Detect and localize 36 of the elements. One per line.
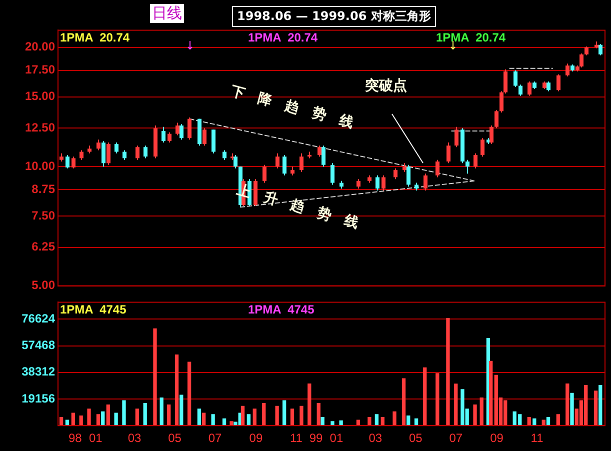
- annotation: 1PMA 20.74: [60, 30, 130, 45]
- x-tick-label: 09: [490, 431, 504, 446]
- annotation: 1PMA 20.74: [248, 30, 318, 45]
- annotation: 1PMA 4745: [248, 302, 315, 317]
- x-tick-label: 09: [249, 431, 263, 446]
- x-tick-label: 05: [408, 431, 423, 446]
- y-tick-label: 57468: [22, 338, 56, 352]
- y-tick-label: 15.00: [24, 89, 56, 104]
- y-tick-label: 7.50: [32, 208, 56, 222]
- y-tick-label: 76624: [22, 312, 56, 326]
- y-tick-label: 19156: [22, 391, 56, 406]
- x-tick-label: 01: [88, 431, 103, 446]
- annotation: 1PMA 20.74: [436, 30, 506, 45]
- annotation: 突破点: [364, 77, 408, 94]
- chart-title: 1998.06 — 1999.06 对称三角形: [232, 6, 436, 27]
- x-tick-label: 11: [290, 431, 303, 446]
- y-tick-label: 6.25: [32, 240, 56, 254]
- x-tick-label: 98: [68, 431, 82, 446]
- x-tick-label: 01: [330, 431, 344, 446]
- y-tick-label: 8.75: [32, 182, 56, 196]
- y-tick-label: 5.00: [32, 278, 56, 292]
- x-tick-label: 07: [449, 431, 463, 446]
- y-tick-label: 10.00: [24, 158, 56, 173]
- x-tick-label: 03: [368, 431, 382, 446]
- x-tick-label: 11: [530, 431, 544, 446]
- annotation: 1PMA 4745: [60, 302, 127, 317]
- annotation: 上升趋势线: [234, 180, 374, 236]
- x-tick-label: 05: [168, 431, 182, 446]
- y-tick-label: 17.50: [24, 62, 56, 77]
- y-tick-label: 38312: [22, 364, 56, 379]
- y-tick-label: 12.50: [24, 120, 56, 135]
- y-tick-label: 20.00: [24, 40, 56, 54]
- x-tick-label: 99: [309, 431, 323, 446]
- x-tick-label: 07: [208, 431, 222, 446]
- chart-subtitle: 日线: [150, 4, 184, 23]
- x-tick-label: 03: [128, 431, 142, 446]
